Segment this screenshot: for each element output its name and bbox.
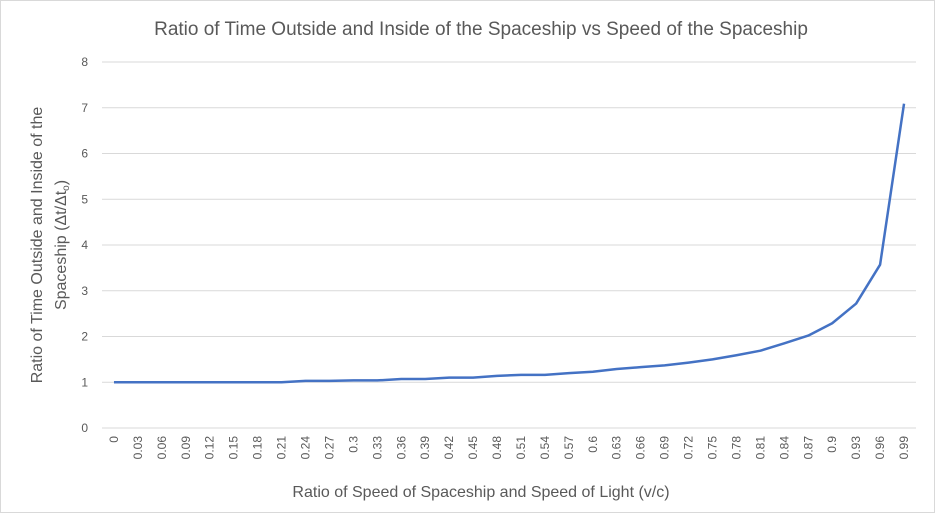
x-tick-label: 0.12 bbox=[203, 436, 217, 460]
x-tick-label: 0.27 bbox=[322, 436, 336, 460]
x-tick-label: 0.87 bbox=[801, 436, 815, 460]
x-tick-label: 0.33 bbox=[370, 436, 384, 460]
y-axis-label: Ratio of Time Outside and Inside of the … bbox=[29, 107, 72, 384]
y-tick-label: 5 bbox=[81, 192, 88, 206]
x-tick-label: 0.51 bbox=[514, 436, 528, 460]
x-tick-label: 0.03 bbox=[131, 436, 145, 460]
x-tick-label: 0.93 bbox=[849, 436, 863, 460]
x-tick-label: 0.24 bbox=[299, 436, 313, 460]
y-tick-label: 4 bbox=[81, 238, 88, 252]
x-tick-label: 0.78 bbox=[729, 436, 743, 460]
y-tick-label: 7 bbox=[81, 101, 88, 115]
x-tick-label: 0.18 bbox=[251, 436, 265, 460]
x-tick-label: 0.15 bbox=[227, 436, 241, 460]
x-tick-label: 0.84 bbox=[777, 436, 791, 460]
x-tick-label: 0.66 bbox=[634, 436, 648, 460]
y-tick-labels: 0 1 2 3 4 5 6 7 8 bbox=[81, 55, 88, 435]
x-tick-label: 0.3 bbox=[346, 436, 360, 453]
x-tick-labels: 0 0.03 0.06 0.09 0.12 0.15 0.18 0.21 0.24 0.27 0.3… bbox=[107, 436, 911, 460]
series-line bbox=[113, 103, 906, 384]
y-tick-label: 1 bbox=[81, 375, 88, 389]
x-tick-label: 0.09 bbox=[179, 436, 193, 460]
x-tick-label: 0 bbox=[107, 436, 121, 443]
y-tick-label: 3 bbox=[81, 284, 88, 298]
y-tick-label: 6 bbox=[81, 147, 88, 161]
y-axis-label-close: ) bbox=[53, 180, 70, 185]
x-tick-label: 0.63 bbox=[610, 436, 624, 460]
x-tick-label: 0.48 bbox=[490, 436, 504, 460]
y-axis-label-subscript: o bbox=[61, 185, 72, 191]
x-tick-label: 0.99 bbox=[897, 436, 911, 460]
x-tick-label: 0.36 bbox=[394, 436, 408, 460]
x-tick-label: 0.57 bbox=[562, 436, 576, 460]
x-tick-label: 0.6 bbox=[586, 436, 600, 453]
x-tick-label: 0.42 bbox=[442, 436, 456, 460]
chart-title: Ratio of Time Outside and Inside of the … bbox=[154, 19, 808, 40]
x-tick-label: 0.96 bbox=[873, 436, 887, 460]
x-axis-label: Ratio of Speed of Spaceship and Speed of… bbox=[292, 484, 669, 501]
y-tick-label: 8 bbox=[81, 55, 88, 69]
y-axis-label-line2: Spaceship (Δt/Δto) bbox=[53, 180, 72, 310]
x-tick-label: 0.06 bbox=[155, 436, 169, 460]
x-tick-label: 0.75 bbox=[706, 436, 720, 460]
x-tick-label: 0.69 bbox=[658, 436, 672, 460]
x-tick-label: 0.9 bbox=[825, 436, 839, 453]
x-tick-label: 0.21 bbox=[275, 436, 289, 460]
x-tick-label: 0.81 bbox=[753, 436, 767, 460]
x-tick-label: 0.72 bbox=[682, 436, 696, 460]
x-tick-label: 0.45 bbox=[466, 436, 480, 460]
x-tick-label: 0.39 bbox=[418, 436, 432, 460]
y-tick-label: 2 bbox=[81, 330, 88, 344]
y-axis-label-line1: Ratio of Time Outside and Inside of the bbox=[29, 107, 46, 384]
y-tick-label: 0 bbox=[81, 421, 88, 435]
x-tick-label: 0.54 bbox=[538, 436, 552, 460]
y-axis-label-main: Spaceship (Δt/Δt bbox=[53, 190, 70, 310]
